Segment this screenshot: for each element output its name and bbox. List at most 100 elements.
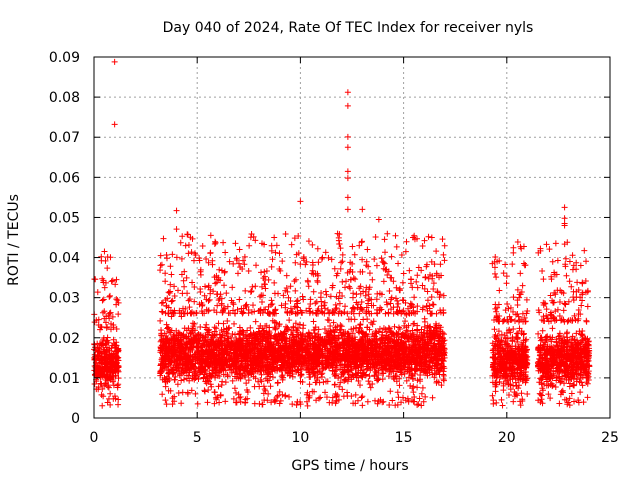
- data-point: [375, 376, 382, 383]
- data-point: [102, 257, 109, 264]
- data-point: [101, 382, 108, 389]
- data-point: [248, 340, 255, 347]
- data-point: [254, 335, 261, 342]
- data-point: [318, 337, 325, 344]
- data-point: [318, 371, 325, 378]
- data-point: [348, 376, 355, 383]
- data-point: [100, 366, 107, 373]
- data-point: [315, 355, 322, 362]
- data-point: [236, 340, 243, 347]
- data-point: [369, 331, 376, 338]
- data-point: [313, 377, 320, 384]
- data-point: [111, 393, 118, 400]
- data-point: [115, 396, 122, 403]
- data-point: [234, 365, 241, 372]
- data-point: [256, 360, 263, 367]
- data-point: [420, 365, 427, 372]
- data-point: [211, 324, 218, 331]
- data-point: [215, 383, 222, 390]
- data-point: [176, 344, 183, 351]
- data-point: [379, 370, 386, 377]
- data-point: [435, 368, 442, 375]
- data-point: [276, 366, 283, 373]
- data-point: [257, 347, 264, 354]
- data-point: [373, 348, 380, 355]
- data-point: [337, 379, 344, 386]
- data-point: [172, 373, 179, 380]
- data-point: [398, 371, 405, 378]
- data-point: [237, 328, 244, 335]
- data-point: [421, 315, 428, 322]
- data-point: [99, 365, 106, 372]
- data-point: [395, 330, 402, 337]
- data-point: [357, 382, 364, 389]
- data-point: [115, 362, 122, 369]
- data-point: [285, 360, 292, 367]
- data-point: [422, 360, 429, 367]
- data-point: [227, 346, 234, 353]
- data-point: [429, 347, 436, 354]
- data-point: [104, 368, 111, 375]
- data-point: [366, 373, 373, 380]
- data-point: [115, 299, 122, 306]
- data-point: [317, 351, 324, 358]
- data-point: [357, 347, 364, 354]
- data-point: [386, 329, 393, 336]
- data-point: [271, 341, 278, 348]
- data-point: [273, 319, 280, 326]
- data-point: [345, 374, 352, 381]
- data-point: [289, 339, 296, 346]
- data-point: [242, 374, 249, 381]
- data-point: [175, 360, 182, 367]
- data-point: [391, 363, 398, 370]
- data-point: [371, 373, 378, 380]
- data-point: [364, 324, 371, 331]
- data-point: [187, 330, 194, 337]
- data-point: [224, 372, 231, 379]
- data-point: [167, 329, 174, 336]
- data-point: [319, 361, 326, 368]
- data-point: [252, 375, 259, 382]
- data-point: [355, 377, 362, 384]
- data-point: [229, 331, 236, 338]
- data-point: [209, 367, 216, 374]
- data-point: [291, 340, 298, 347]
- data-point: [412, 367, 419, 374]
- data-point: [331, 329, 338, 336]
- data-point: [250, 369, 257, 376]
- data-point: [389, 345, 396, 352]
- data-point: [404, 368, 411, 375]
- data-point: [303, 341, 310, 348]
- data-point: [406, 363, 413, 370]
- data-point: [101, 308, 108, 315]
- data-point: [168, 346, 175, 353]
- data-point: [385, 361, 392, 368]
- data-point: [348, 359, 355, 366]
- data-point: [246, 369, 253, 376]
- data-point: [252, 331, 259, 338]
- data-point: [364, 335, 371, 342]
- data-point: [324, 345, 331, 352]
- data-point: [165, 370, 172, 377]
- data-point: [102, 279, 109, 286]
- data-point: [349, 371, 356, 378]
- data-point: [344, 363, 351, 370]
- data-point: [353, 374, 360, 381]
- data-point: [324, 378, 331, 385]
- data-point: [180, 367, 187, 374]
- data-point: [281, 359, 288, 366]
- data-point: [172, 364, 179, 371]
- data-point: [262, 346, 269, 353]
- data-point: [397, 326, 404, 333]
- data-point: [279, 372, 286, 379]
- data-point: [231, 385, 238, 392]
- data-point: [341, 378, 348, 385]
- data-point: [363, 361, 370, 368]
- data-point: [261, 335, 268, 342]
- data-point: [195, 347, 202, 354]
- data-point: [115, 375, 122, 382]
- data-point: [97, 354, 104, 361]
- data-point: [286, 372, 293, 379]
- data-point: [414, 384, 421, 391]
